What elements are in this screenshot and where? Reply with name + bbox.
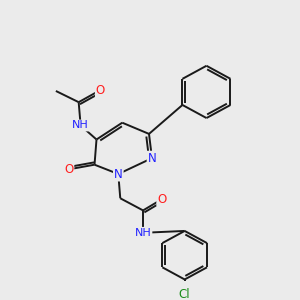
Text: NH: NH bbox=[135, 228, 152, 238]
Text: O: O bbox=[96, 83, 105, 97]
Text: Cl: Cl bbox=[179, 288, 190, 300]
Text: N: N bbox=[114, 167, 123, 181]
Text: N: N bbox=[148, 152, 156, 165]
Text: O: O bbox=[64, 163, 74, 176]
Text: NH: NH bbox=[72, 121, 89, 130]
Text: O: O bbox=[157, 193, 167, 206]
